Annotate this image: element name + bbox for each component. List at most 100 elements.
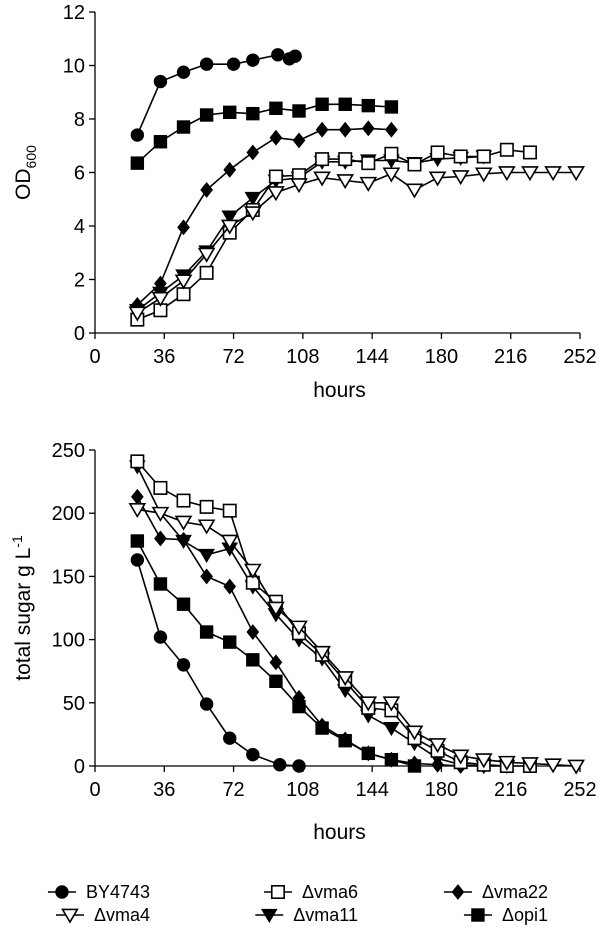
data-point — [223, 731, 237, 745]
data-point — [476, 149, 491, 164]
series-line — [136, 460, 530, 767]
series-Δvma4 — [128, 503, 585, 775]
series-line — [136, 540, 415, 767]
data-point — [544, 758, 562, 774]
data-point — [220, 534, 239, 550]
y-tick-label: 0 — [74, 323, 85, 345]
data-point — [199, 625, 214, 639]
data-point — [176, 658, 191, 672]
data-point — [271, 48, 285, 62]
data-point — [361, 156, 376, 171]
data-point — [226, 57, 241, 71]
data-point — [428, 738, 447, 754]
data-point — [359, 176, 378, 192]
legend-label: Δopi1 — [502, 905, 548, 925]
legend-item: Δvma6 — [263, 882, 358, 902]
data-point — [199, 265, 214, 280]
x-tick-label: 216 — [494, 346, 527, 368]
x-tick-label: 252 — [563, 779, 596, 801]
data-point — [336, 174, 355, 190]
data-point — [384, 146, 399, 161]
series-line — [136, 53, 296, 136]
y-tick-label: 8 — [74, 109, 85, 131]
data-point — [223, 578, 237, 595]
x-tick-label: 0 — [89, 346, 100, 368]
data-point — [174, 515, 193, 531]
data-point — [197, 519, 216, 535]
data-point — [315, 97, 329, 111]
data-point — [290, 620, 308, 636]
data-point — [474, 753, 493, 769]
data-point — [197, 247, 216, 263]
data-point — [292, 759, 306, 773]
x-tick-label: 252 — [563, 346, 596, 368]
legend: BY4743 Δvma6 Δvma22 Δvma4 Δvma11 Δopi1 — [47, 882, 548, 925]
series-BY4743 — [130, 48, 302, 142]
data-point — [220, 219, 239, 235]
legend-marker — [55, 885, 69, 899]
legend-marker — [270, 884, 285, 899]
x-tick-label: 0 — [89, 779, 100, 801]
data-point — [246, 653, 260, 667]
data-point — [451, 170, 470, 186]
legend-marker — [471, 908, 485, 922]
data-point — [246, 53, 260, 67]
data-point — [313, 171, 331, 187]
data-point — [290, 178, 308, 194]
data-point — [567, 166, 585, 182]
x-tick-label: 72 — [222, 779, 244, 801]
data-point — [199, 499, 214, 514]
series-line — [136, 103, 392, 164]
data-point — [521, 757, 539, 773]
data-point — [243, 206, 262, 222]
series-Δvma22 — [130, 488, 491, 774]
x-tick-label: 36 — [153, 779, 175, 801]
legend-label: Δvma6 — [302, 882, 358, 902]
x-axis-title: hours — [313, 821, 366, 844]
data-point — [315, 121, 329, 138]
data-point — [453, 149, 468, 164]
data-point — [269, 129, 283, 146]
data-point — [292, 132, 306, 149]
data-point — [385, 121, 398, 138]
data-point — [315, 152, 330, 167]
y-tick-label: 6 — [74, 163, 85, 185]
data-point — [451, 749, 470, 765]
x-axis-title: hours — [313, 379, 366, 402]
data-point — [338, 152, 353, 167]
data-point — [338, 121, 352, 138]
x-tick-label: 72 — [222, 346, 244, 368]
y-tick-label: 4 — [74, 216, 85, 238]
data-point — [223, 635, 237, 649]
data-point — [223, 105, 237, 120]
data-point — [198, 548, 215, 563]
data-point — [151, 291, 170, 307]
legend-marker — [451, 884, 465, 900]
y-tick-label: 100 — [52, 630, 85, 652]
y-axis-title: total sugar g L-1 — [9, 535, 35, 681]
data-point — [223, 161, 237, 178]
data-point — [176, 287, 191, 302]
data-point — [244, 191, 262, 206]
y-axis-title: OD600 — [12, 145, 39, 200]
data-point — [273, 758, 287, 772]
data-point — [407, 157, 422, 172]
data-point — [288, 49, 302, 63]
data-point — [153, 480, 168, 495]
data-point — [292, 104, 306, 118]
data-point — [246, 144, 260, 161]
data-point — [177, 219, 190, 236]
y-tick-label: 150 — [52, 566, 85, 588]
y-tick-label: 50 — [63, 693, 85, 715]
data-point — [199, 108, 214, 122]
series-Δvma4 — [128, 166, 585, 322]
data-point — [269, 674, 283, 689]
data-point — [428, 171, 447, 187]
data-point — [128, 503, 147, 519]
data-point — [130, 454, 145, 469]
x-tick-label: 180 — [425, 779, 458, 801]
legend-label: BY4743 — [86, 882, 150, 902]
data-point — [246, 624, 260, 640]
data-point — [267, 186, 285, 202]
data-point — [268, 169, 283, 184]
